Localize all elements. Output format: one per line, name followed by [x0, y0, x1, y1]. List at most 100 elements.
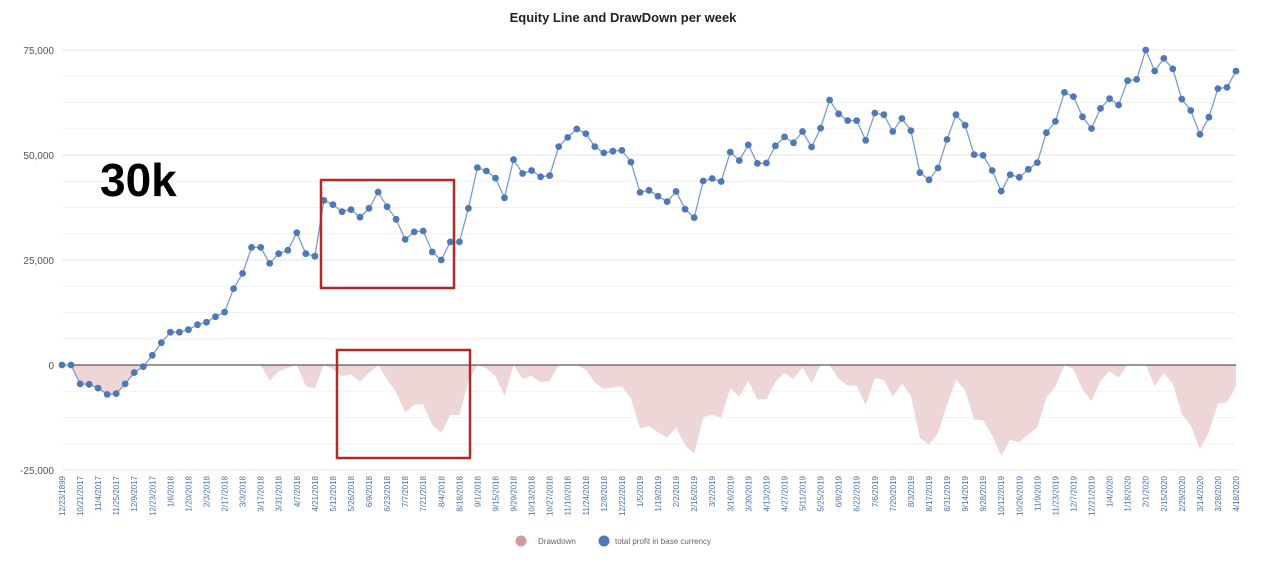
profit-point: [474, 164, 481, 172]
x-axis: 12/23/1899 10/21/2017 11/4/2017 11/25/2017 1…: [58, 475, 1241, 516]
x-tick-label: 5/26/2018: [347, 475, 356, 511]
profit-point: [1124, 77, 1131, 85]
x-tick-label: 2/2/2019: [672, 475, 681, 507]
legend-label-profit: total profit in base currency: [615, 537, 711, 546]
y-tick-label: -25,000: [20, 466, 54, 477]
profit-point: [952, 111, 960, 119]
profit-point: [1214, 85, 1222, 92]
profit-point: [735, 157, 743, 164]
profit-point: [871, 109, 879, 117]
profit-point: [401, 236, 409, 243]
profit-point: [1232, 67, 1240, 75]
x-tick-label: 8/3/2019: [907, 475, 916, 507]
profit-point: [248, 244, 256, 251]
x-tick-label: 12/7/2019: [1069, 475, 1078, 511]
profit-point: [437, 256, 445, 264]
profit-point: [555, 143, 563, 151]
x-tick-label: 1/5/2019: [636, 475, 645, 507]
profit-point: [1070, 93, 1077, 100]
x-tick-label: 7/6/2019: [871, 475, 880, 507]
drawdown-area-layer: [62, 365, 1236, 457]
profit-point: [167, 328, 174, 336]
annotation-layer: 30k: [100, 154, 472, 460]
profit-point: [1223, 84, 1231, 91]
x-tick-label: 6/23/2018: [383, 475, 392, 511]
profit-point: [85, 380, 93, 388]
legend-label-drawdown: Drawdown: [538, 537, 576, 546]
x-tick-label: 11/23/2019: [1051, 475, 1060, 515]
profit-point: [1160, 55, 1168, 62]
x-tick-label: 12/22/2018: [618, 475, 627, 516]
profit-point: [988, 167, 996, 174]
y-tick-label: 25,000: [23, 256, 54, 267]
x-tick-label: 10/21/2017: [76, 475, 85, 516]
profit-point: [293, 229, 301, 237]
x-tick-label: 10/26/2019: [1015, 475, 1024, 516]
profit-point: [1151, 67, 1159, 75]
profit-point: [311, 252, 319, 260]
profit-point: [979, 152, 987, 159]
profit-point: [103, 391, 111, 398]
profit-point: [528, 167, 535, 174]
profit-point: [1187, 107, 1195, 114]
profit-point: [284, 246, 292, 254]
x-tick-label: 3/28/2020: [1214, 475, 1223, 511]
profit-point: [428, 248, 436, 256]
profit-point: [121, 380, 129, 388]
x-tick-label: 2/3/2018: [203, 475, 212, 507]
profit-point: [185, 326, 192, 334]
profit-point: [763, 159, 770, 167]
x-tick-label: 4/13/2019: [762, 475, 771, 511]
grid-layer: [62, 49, 1236, 471]
annotation-30k: 30k: [100, 154, 177, 206]
x-tick-label: 9/15/2018: [492, 475, 501, 511]
profit-point: [392, 215, 400, 223]
profit-point: [519, 170, 526, 177]
x-tick-label: 12/8/2018: [600, 475, 609, 511]
x-tick-label: 3/14/2020: [1196, 475, 1205, 511]
profit-point: [275, 250, 283, 258]
profit-point: [356, 213, 364, 221]
profit-point: [1079, 113, 1086, 121]
profit-point: [889, 128, 897, 135]
profit-point: [970, 151, 978, 159]
chart-title: Equity Line and DrawDown per week: [510, 10, 738, 25]
x-tick-label: 1/20/2018: [184, 475, 193, 511]
profit-point: [1061, 89, 1068, 96]
x-tick-label: 5/11/2019: [799, 475, 808, 511]
profit-point: [1178, 95, 1186, 103]
profit-point: [176, 328, 183, 336]
profit-point: [699, 177, 707, 185]
profit-point: [1196, 131, 1204, 138]
profit-point: [690, 214, 698, 222]
x-tick-label: 9/28/2019: [979, 475, 988, 511]
x-tick-label: 4/7/2018: [293, 475, 302, 507]
profit-point: [1205, 113, 1213, 121]
profit-point: [1169, 65, 1177, 73]
profit-point: [591, 143, 599, 151]
profit-point: [1052, 118, 1059, 125]
x-tick-label: 12/23/1899: [58, 475, 67, 516]
profit-point: [925, 176, 933, 184]
x-tick-label: 9/1/2018: [473, 475, 482, 507]
x-tick-label: 11/4/2017: [94, 475, 103, 511]
profit-point: [94, 384, 102, 392]
x-tick-label: 4/18/2020: [1232, 475, 1241, 511]
profit-point: [817, 124, 824, 132]
profit-point: [826, 96, 833, 104]
profit-point: [636, 189, 644, 196]
y-tick-label: 50,000: [23, 151, 54, 162]
profit-point: [744, 141, 752, 149]
profit-point: [347, 206, 355, 214]
profit-point: [898, 115, 906, 122]
profit-point: [212, 313, 219, 321]
profit-point: [302, 250, 310, 258]
profit-point: [139, 363, 147, 371]
profit-point: [194, 321, 201, 329]
profit-point: [546, 172, 554, 180]
x-tick-label: 3/31/2018: [275, 475, 284, 511]
profit-point: [853, 117, 861, 124]
x-tick-label: 1/18/2020: [1124, 475, 1133, 511]
profit-point: [754, 160, 761, 167]
profit-point: [907, 127, 915, 134]
